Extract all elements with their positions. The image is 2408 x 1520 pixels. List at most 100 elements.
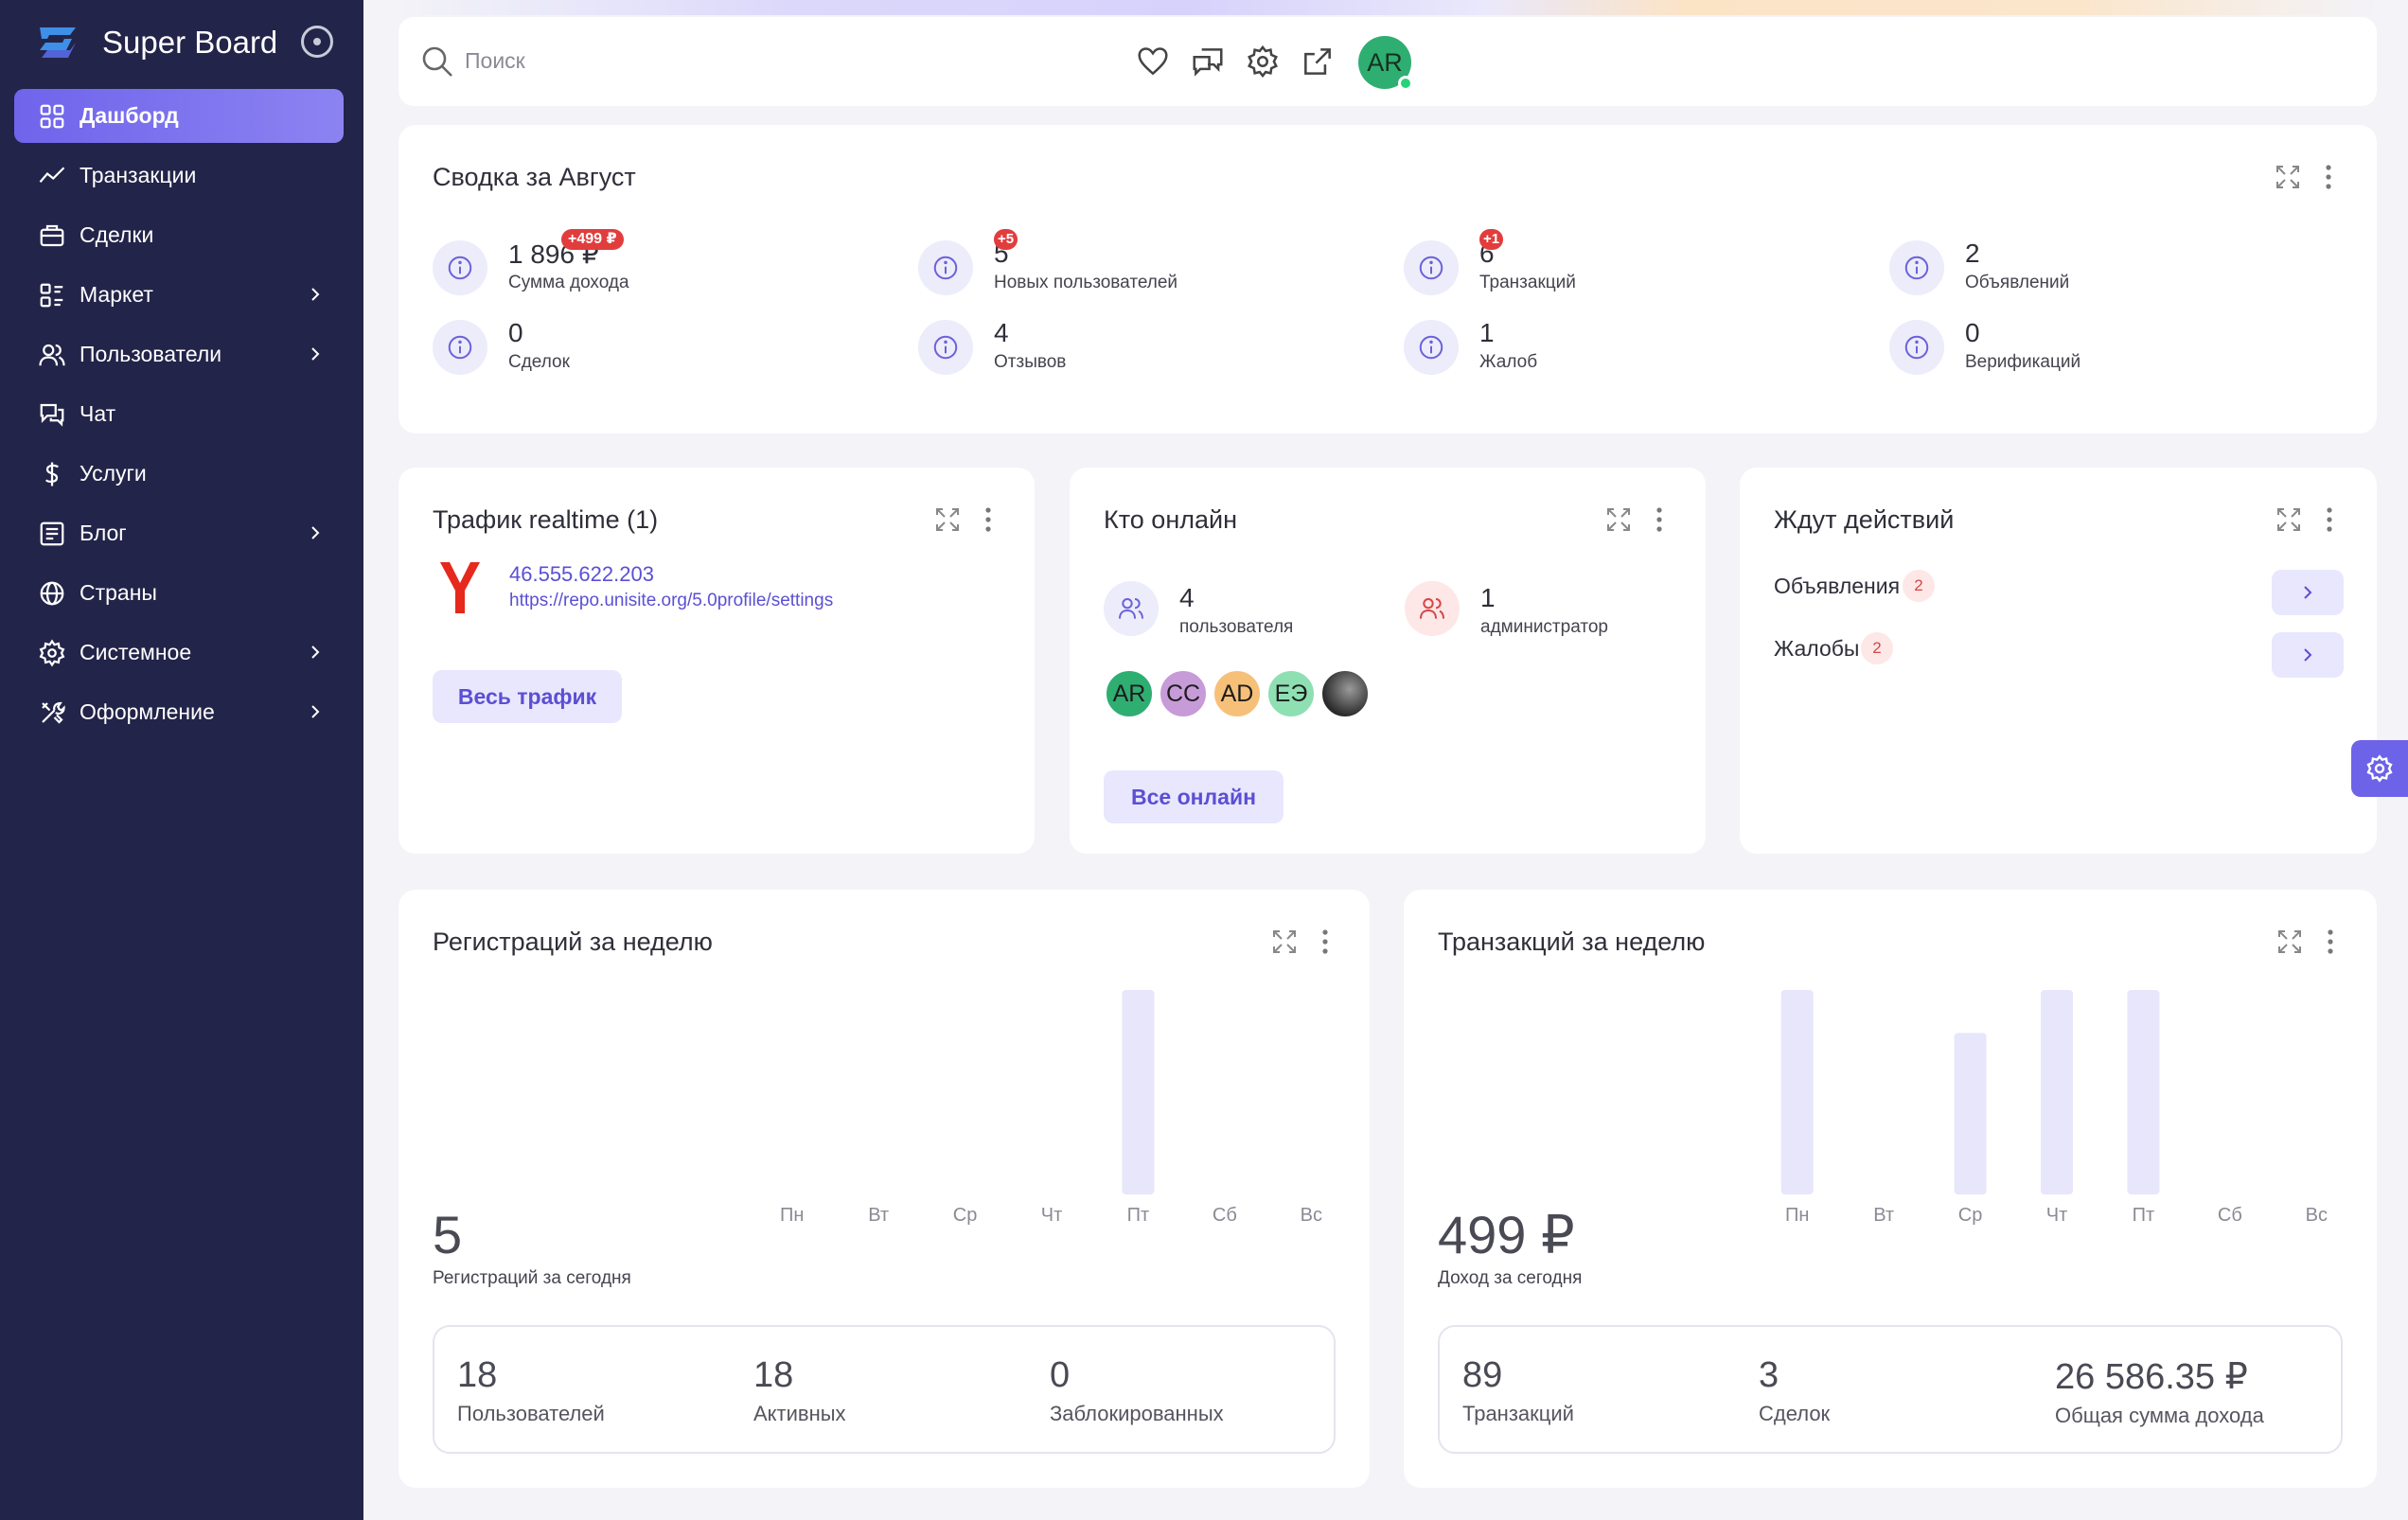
search-input[interactable]	[465, 42, 1695, 80]
awaiting-ads-count: 2	[1903, 570, 1935, 602]
total-value: 3	[1759, 1355, 1779, 1395]
expand-icon[interactable]	[2276, 928, 2303, 955]
sidebar-item-deals[interactable]: Сделки	[14, 208, 344, 262]
chart-tick-label: Вс	[1301, 1205, 1322, 1226]
chart-bar	[1954, 1033, 1987, 1194]
sidebar-item-label: Системное	[80, 640, 192, 664]
stat-deals: 0 Сделок	[398, 314, 872, 380]
more-icon[interactable]	[2326, 928, 2335, 956]
brand[interactable]: Super Board	[36, 21, 277, 64]
online-avatar-photo[interactable]	[1319, 668, 1371, 719]
sidebar-item-users[interactable]: Пользователи	[14, 327, 344, 381]
sidebar-item-market[interactable]: Маркет	[14, 268, 344, 322]
stat-value: 0	[1965, 318, 1980, 347]
more-icon[interactable]	[2324, 163, 2333, 191]
sidebar-item-chat[interactable]: Чат	[14, 387, 344, 441]
card-tools	[1605, 505, 1664, 534]
sidebar-item-label: Сделки	[80, 222, 154, 247]
online-card: Кто онлайн 4 пользователя 1 администрато…	[1070, 468, 1706, 854]
online-avatar[interactable]: AD	[1212, 668, 1263, 719]
online-users-label: пользователя	[1179, 617, 1294, 637]
traffic-url-link[interactable]: https://repo.unisite.org/5.0profile/sett…	[509, 591, 834, 610]
online-avatar[interactable]: ЕЭ	[1266, 668, 1317, 719]
users-icon	[38, 341, 66, 369]
chevron-right-icon	[311, 347, 320, 361]
sidebar-item-transactions[interactable]: Транзакции	[14, 149, 344, 203]
stat-verifications: 0 Верификаций	[1855, 314, 2328, 380]
globe-icon	[38, 579, 66, 608]
stat-label: Объявлений	[1965, 273, 2070, 292]
info-icon	[918, 240, 973, 295]
all-online-button[interactable]: Все онлайн	[1104, 770, 1284, 823]
online-avatar[interactable]: AR	[1104, 668, 1155, 719]
total-item: 18 Пользователей	[457, 1355, 605, 1426]
chart-tick-label: Пт	[2133, 1205, 2155, 1226]
sidebar-toggle[interactable]	[301, 26, 333, 58]
sidebar-item-countries[interactable]: Страны	[14, 566, 344, 620]
chevron-right-icon	[311, 288, 320, 301]
sidebar-item-label: Страны	[80, 580, 157, 605]
sidebar-item-dashboard[interactable]: Дашборд	[14, 89, 344, 143]
gear-icon[interactable]	[1245, 44, 1281, 80]
online-title: Кто онлайн	[1104, 505, 1237, 534]
sidebar-item-label: Услуги	[80, 461, 147, 486]
admins-icon	[1405, 581, 1460, 636]
heart-icon[interactable]	[1135, 44, 1171, 80]
total-label: Общая сумма дохода	[2055, 1404, 2264, 1427]
settings-fab[interactable]	[2351, 740, 2408, 797]
traffic-ip-link[interactable]: 46.555.622.203	[509, 562, 654, 586]
sidebar-item-design[interactable]: Оформление	[14, 685, 344, 739]
stat-label: Сделок	[508, 352, 570, 372]
expand-icon[interactable]	[934, 506, 961, 533]
stat-label: Верификаций	[1965, 352, 2081, 372]
transactions-title: Транзакций за неделю	[1438, 928, 1706, 956]
registrations-card: Регистраций за неделю 5 Регистраций за с…	[398, 890, 1370, 1488]
chevron-right-icon	[311, 526, 320, 539]
awaiting-complaints-count: 2	[1861, 632, 1893, 664]
external-link-icon[interactable]	[1300, 44, 1336, 80]
transactions-totals: 89 Транзакций 3 Сделок 26 586.35 ₽ Общая…	[1438, 1325, 2343, 1454]
stat-new-users: 5 Новых пользователей +5	[884, 229, 1357, 301]
expand-icon[interactable]	[1271, 928, 1298, 955]
chart-tick-label: Ср	[953, 1205, 978, 1226]
expand-icon[interactable]	[2275, 506, 2302, 533]
stat-value: 2	[1965, 239, 1980, 268]
chart-bar	[2127, 990, 2160, 1194]
sidebar-item-blog[interactable]: Блог	[14, 506, 344, 560]
stat-income: 1 896 ₽ Сумма дохода +499 ₽	[398, 229, 872, 301]
chart-tick-label: Вт	[868, 1205, 889, 1226]
online-avatar[interactable]: CC	[1158, 668, 1209, 719]
expand-icon[interactable]	[2275, 164, 2301, 190]
expand-icon[interactable]	[1605, 506, 1632, 533]
sidebar-item-system[interactable]: Системное	[14, 626, 344, 680]
awaiting-complaints-open-button[interactable]	[2272, 632, 2344, 678]
info-icon	[433, 320, 487, 375]
more-icon[interactable]	[1655, 505, 1664, 534]
sidebar: Super Board Дашборд Транзакции Сделки Ма…	[0, 0, 363, 1520]
more-icon[interactable]	[2325, 505, 2334, 534]
stat-label: Новых пользователей	[994, 273, 1178, 292]
stat-label: Транзакций	[1479, 273, 1576, 292]
chart-tick-label: Вт	[1873, 1205, 1894, 1226]
chart-tick-label: Вс	[2306, 1205, 2328, 1226]
app-title: Super Board	[102, 25, 278, 60]
awaiting-title: Ждут действий	[1774, 505, 1955, 534]
total-label: Пользователей	[457, 1402, 605, 1425]
stat-label: Сумма дохода	[508, 273, 629, 292]
more-icon[interactable]	[1320, 928, 1330, 956]
grid-icon	[38, 102, 66, 131]
all-traffic-button[interactable]: Весь трафик	[433, 670, 622, 723]
registrations-title: Регистраций за неделю	[433, 928, 713, 956]
awaiting-ads-open-button[interactable]	[2272, 570, 2344, 615]
chat-icon[interactable]	[1190, 44, 1226, 80]
more-icon[interactable]	[983, 505, 993, 534]
chart-tick-label: Чт	[2046, 1205, 2068, 1226]
online-status-dot	[1398, 76, 1413, 91]
registrations-today-value: 5	[433, 1205, 463, 1264]
sidebar-item-services[interactable]: Услуги	[14, 447, 344, 501]
total-item: 18 Активных	[753, 1355, 846, 1426]
sidebar-item-label: Пользователи	[80, 342, 222, 366]
yandex-logo-icon	[440, 562, 480, 613]
total-value: 26 586.35 ₽	[2055, 1357, 2248, 1397]
stat-transactions: 6 Транзакций +1	[1370, 229, 1843, 301]
